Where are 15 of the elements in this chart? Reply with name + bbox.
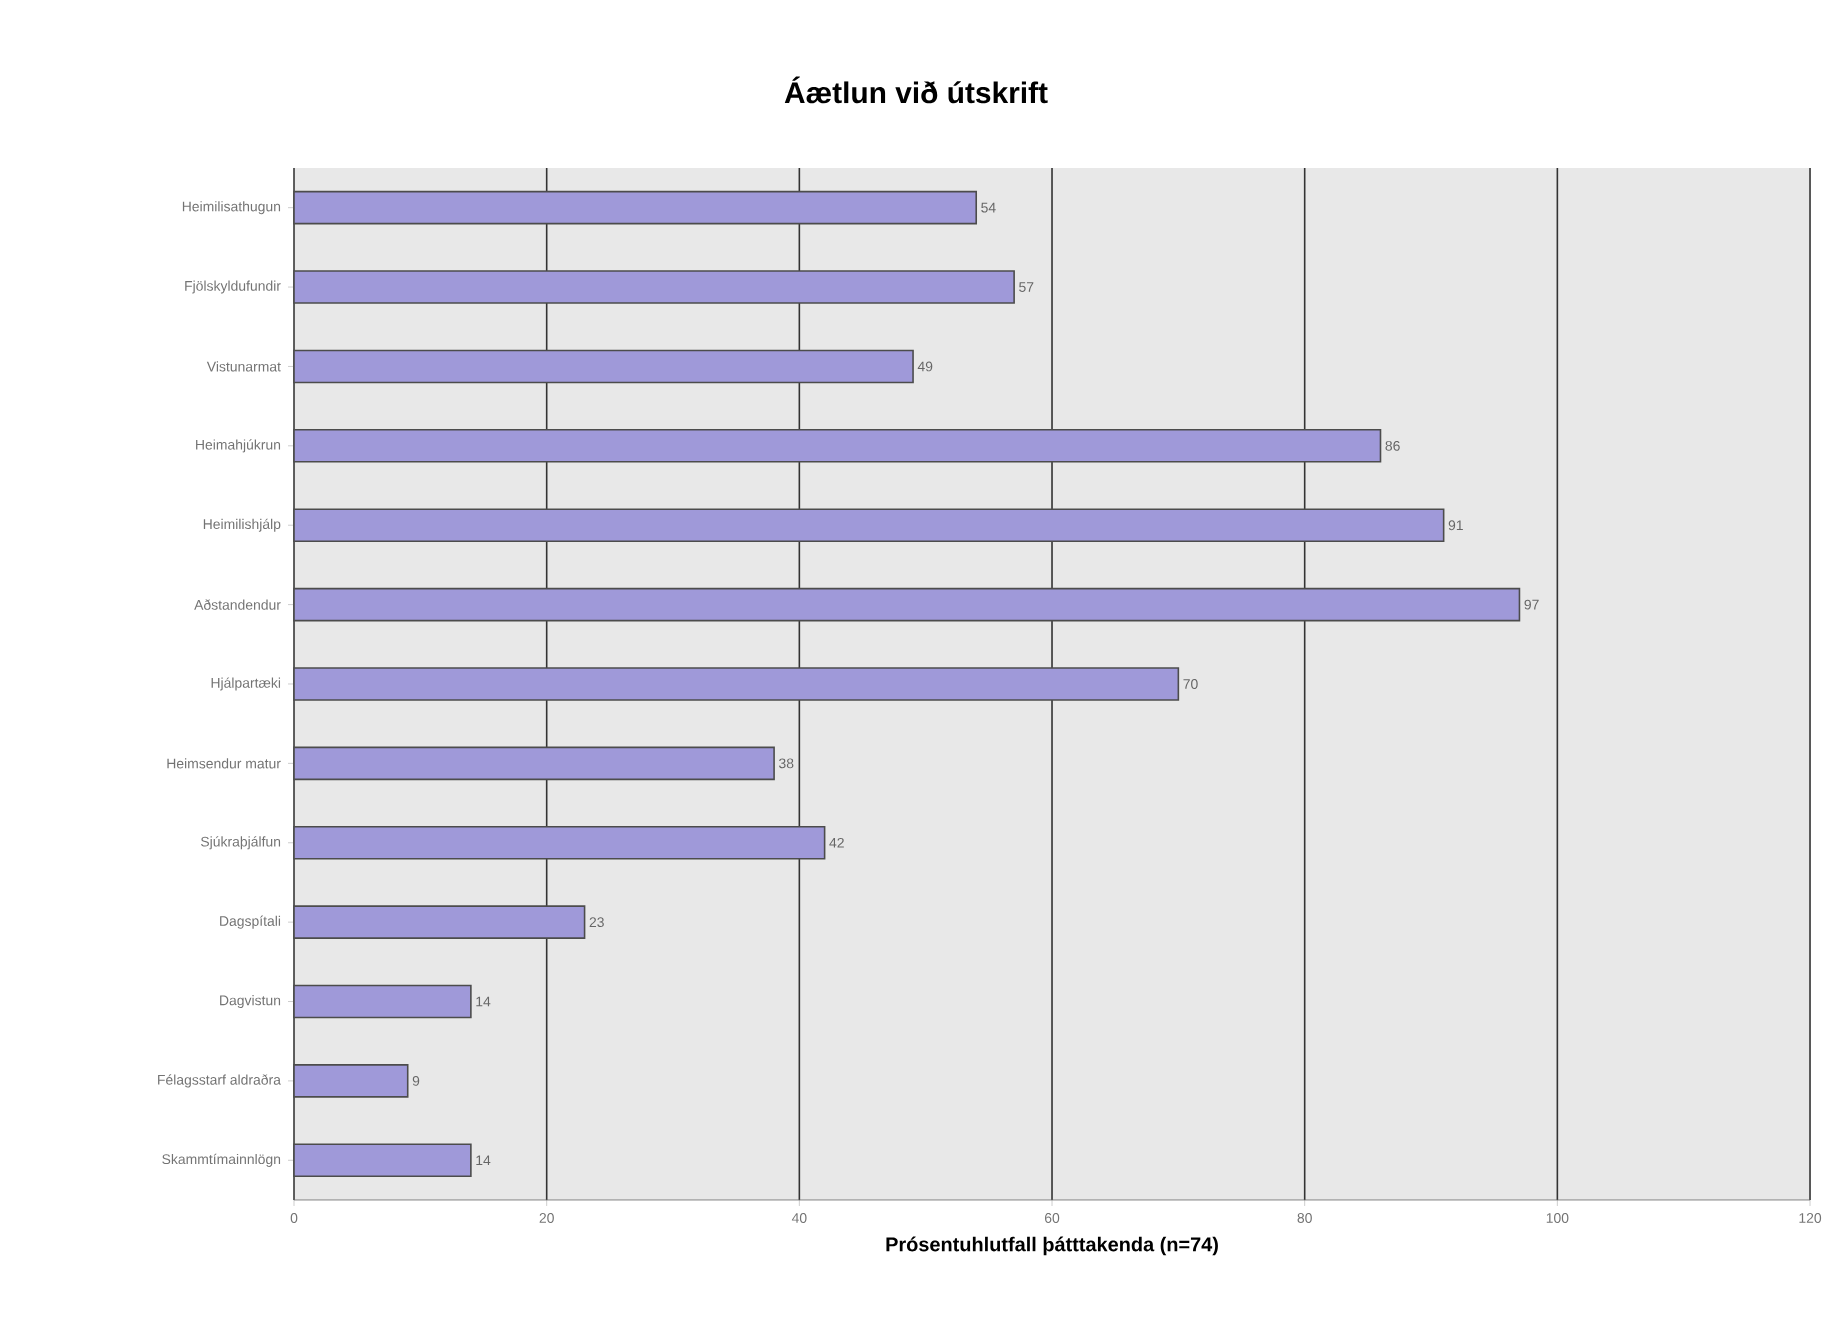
bar bbox=[293, 1143, 472, 1178]
bar bbox=[293, 270, 1015, 304]
bar bbox=[293, 825, 826, 860]
bar bbox=[293, 905, 586, 939]
bar bbox=[293, 984, 472, 1019]
bar bbox=[293, 190, 978, 225]
bar bbox=[293, 1064, 409, 1098]
bar bbox=[293, 508, 1445, 543]
bar bbox=[293, 667, 1180, 701]
bar bbox=[293, 429, 1382, 463]
chart-title: Áætlun við útskrift bbox=[784, 76, 1048, 104]
bar bbox=[293, 349, 914, 384]
bar bbox=[293, 587, 1521, 622]
bar bbox=[293, 746, 775, 781]
x-axis-title: Prósentuhlutfall þátttakenda (n=74) bbox=[886, 1236, 1218, 1256]
